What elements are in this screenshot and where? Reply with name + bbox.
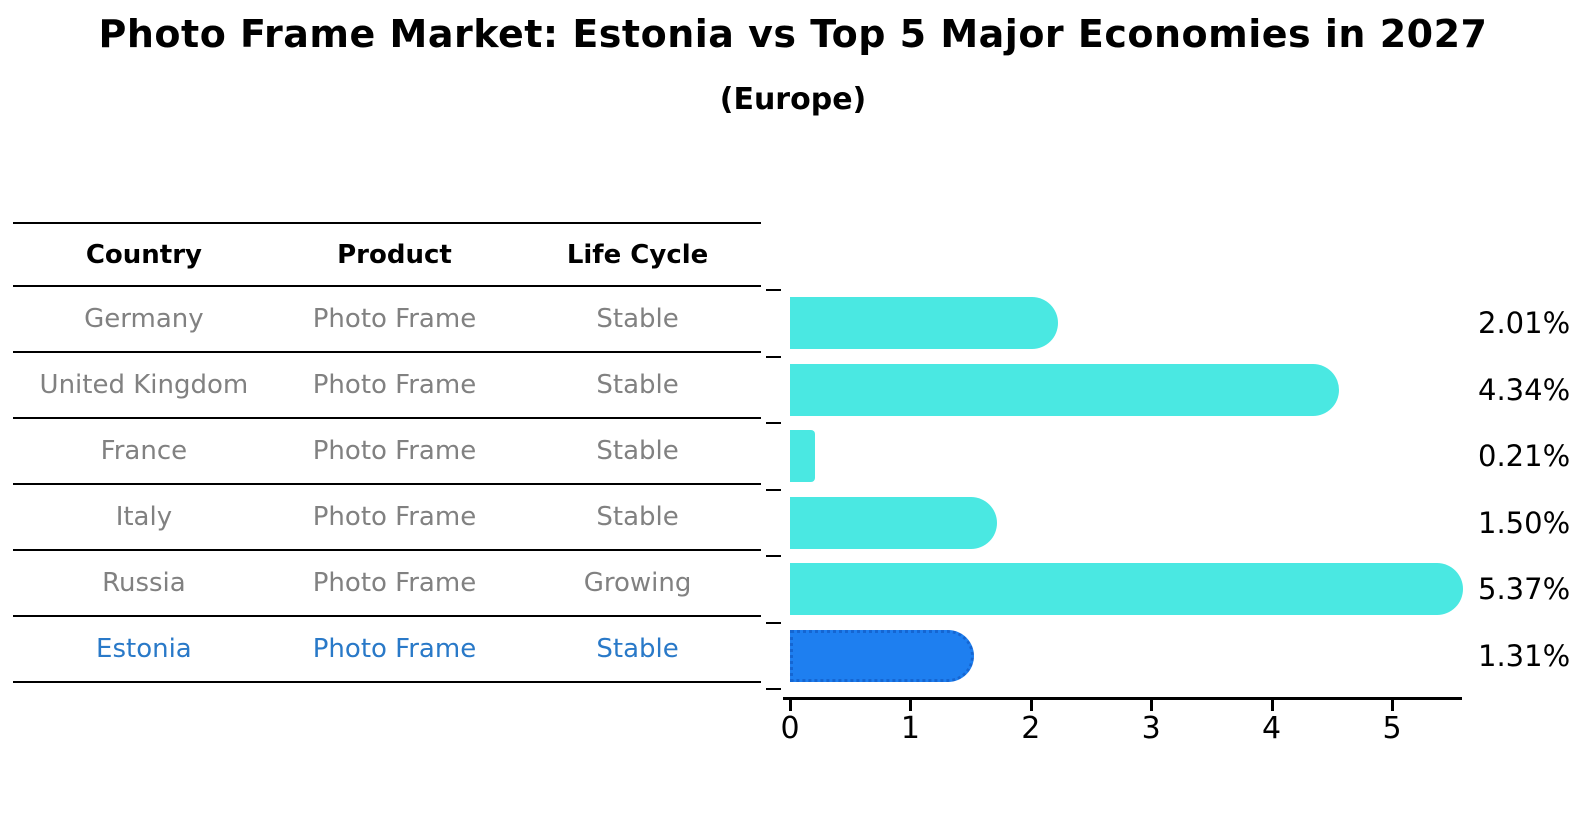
chart-title: Photo Frame Market: Estonia vs Top 5 Maj… bbox=[98, 12, 1488, 56]
x-tick-mark bbox=[1029, 699, 1033, 711]
table-row-estonia: Estonia Photo Frame Stable bbox=[13, 617, 761, 683]
cell-life-cycle: Growing bbox=[583, 568, 692, 598]
x-tick-mark bbox=[1270, 699, 1274, 711]
cell-product: Photo Frame bbox=[312, 436, 477, 466]
column-header-country: Country bbox=[85, 239, 202, 270]
x-tick-mark bbox=[1391, 699, 1394, 711]
bar-germany bbox=[790, 297, 1058, 350]
cell-life-cycle: Stable bbox=[596, 502, 679, 532]
y-tick-mark bbox=[766, 422, 781, 424]
table-row: United Kingdom Photo Frame Stable bbox=[13, 353, 761, 419]
cell-life-cycle: Stable bbox=[596, 304, 679, 334]
cell-country: Estonia bbox=[96, 634, 192, 664]
cell-country: Russia bbox=[102, 568, 186, 598]
cell-country: Italy bbox=[115, 502, 173, 532]
column-header-product: Product bbox=[337, 239, 452, 270]
bar-russia bbox=[790, 563, 1463, 616]
cell-product: Photo Frame bbox=[312, 502, 477, 532]
cell-product: Photo Frame bbox=[312, 370, 477, 400]
column-header-life-cycle: Life Cycle bbox=[566, 239, 709, 270]
value-label: 2.01% bbox=[1478, 306, 1571, 341]
cell-country: Germany bbox=[84, 304, 204, 334]
y-tick-mark bbox=[766, 688, 781, 690]
country-table: Country Product Life Cycle Germany Photo… bbox=[13, 222, 761, 683]
cell-country: France bbox=[100, 436, 188, 466]
chart-subtitle: (Europe) bbox=[719, 82, 867, 117]
x-tick-label: 4 bbox=[1262, 711, 1282, 746]
cell-life-cycle: Stable bbox=[596, 634, 679, 664]
x-tick-mark bbox=[1150, 699, 1154, 711]
y-tick-mark bbox=[766, 621, 781, 624]
cell-life-cycle: Stable bbox=[596, 370, 679, 400]
value-label: 1.31% bbox=[1478, 638, 1571, 673]
table-row: Russia Photo Frame Growing bbox=[13, 551, 761, 617]
x-axis-line bbox=[783, 697, 1462, 700]
table-row: Italy Photo Frame Stable bbox=[13, 485, 761, 551]
cell-life-cycle: Stable bbox=[596, 436, 679, 466]
x-tick-label: 3 bbox=[1141, 711, 1161, 746]
bar-united-kingdom bbox=[790, 363, 1339, 416]
bar-italy bbox=[790, 496, 997, 549]
value-label: 5.37% bbox=[1478, 572, 1571, 607]
x-tick-label: 5 bbox=[1382, 711, 1402, 746]
table-row: France Photo Frame Stable bbox=[13, 419, 761, 485]
cell-product: Photo Frame bbox=[312, 304, 477, 334]
table-row: Germany Photo Frame Stable bbox=[13, 287, 761, 353]
y-tick-mark bbox=[766, 555, 781, 557]
y-tick-mark bbox=[766, 355, 781, 358]
cell-product: Photo Frame bbox=[312, 634, 477, 664]
y-tick-mark bbox=[766, 488, 781, 491]
value-label: 4.34% bbox=[1478, 372, 1571, 407]
value-label: 0.21% bbox=[1478, 439, 1571, 474]
x-tick-mark bbox=[789, 699, 792, 711]
cell-country: United Kingdom bbox=[39, 370, 249, 400]
y-tick-mark bbox=[766, 289, 781, 291]
table-header-row: Country Product Life Cycle bbox=[13, 224, 761, 287]
x-tick-label: 0 bbox=[780, 711, 800, 746]
bar-estonia-highlighted bbox=[790, 629, 974, 682]
x-tick-label: 2 bbox=[1021, 711, 1041, 746]
bar-france bbox=[790, 430, 816, 483]
x-tick-label: 1 bbox=[900, 711, 920, 746]
value-label: 1.50% bbox=[1478, 505, 1571, 540]
cell-product: Photo Frame bbox=[312, 568, 477, 598]
x-tick-mark bbox=[909, 699, 913, 711]
